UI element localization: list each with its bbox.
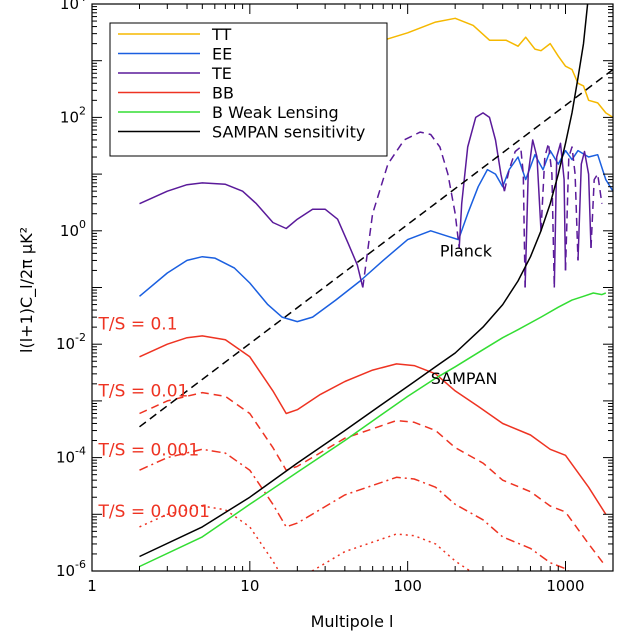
- series-line-te-9: [564, 146, 579, 271]
- annotations: Planck SAMPAN T/S = 0.1 T/S = 0.01 T/S = 0.0…: [98, 242, 498, 522]
- plot-curves: [139, 4, 613, 571]
- legend-label: B Weak Lensing: [212, 103, 339, 122]
- legend-label: TE: [211, 64, 232, 83]
- ratio-annotation: T/S = 0.1: [98, 315, 178, 335]
- ratio-annotation: T/S = 0.0001: [98, 502, 210, 522]
- tick-labels: 1 10 100 1000 10-6 10-4 10-2 100 102 104: [56, 0, 585, 595]
- series-line-planck-18: [139, 68, 613, 428]
- series-line-te-8: [553, 142, 567, 288]
- legend-label: SAMPAN sensitivity: [212, 123, 365, 142]
- series-line-ee-1: [139, 149, 613, 323]
- y-tick-label: 104: [60, 0, 86, 13]
- x-tick-label: 1: [87, 577, 97, 595]
- legend-label: EE: [212, 45, 232, 64]
- series-line-te-3: [362, 131, 460, 288]
- y-tick-label: 100: [60, 218, 86, 240]
- x-axis-label: Multipole l: [311, 612, 394, 631]
- series-line-bb-15: [139, 505, 472, 571]
- series-line-te-10: [577, 150, 592, 261]
- x-tick-label: 100: [393, 577, 422, 595]
- series-line-b-weak-lensing-16: [139, 292, 607, 568]
- y-tick-label: 10-2: [56, 331, 86, 353]
- series-line-te-11: [590, 173, 603, 248]
- series-line-bb-13: [139, 391, 607, 567]
- x-tick-label: 1000: [546, 577, 584, 595]
- curve-annotation: SAMPAN: [431, 369, 498, 388]
- series-line-bb-14: [139, 448, 570, 571]
- y-tick-label: 10-6: [56, 558, 86, 580]
- series-line-te-5: [503, 146, 526, 288]
- y-axis-label: l(l+1)C_l/2π μK²: [17, 227, 37, 353]
- series-line-te-6: [524, 139, 542, 288]
- legend-label: TT: [211, 25, 231, 44]
- y-tick-label: 102: [60, 104, 86, 126]
- series-line-sampan-sensitivity-17: [139, 4, 589, 558]
- ratio-annotation: T/S = 0.001: [98, 440, 200, 460]
- series-line-te-4: [458, 112, 506, 248]
- series-line-te-7: [540, 142, 556, 288]
- series-line-bb-12: [139, 335, 607, 515]
- curve-annotation: Planck: [440, 242, 493, 261]
- x-tick-label: 10: [240, 577, 259, 595]
- series-line-te-2: [139, 182, 364, 288]
- legend-label: BB: [212, 84, 234, 103]
- ratio-annotation: T/S = 0.01: [98, 381, 189, 401]
- axis-ticks: [91, 4, 614, 572]
- y-tick-label: 10-4: [56, 445, 86, 467]
- legend-box: [109, 22, 388, 157]
